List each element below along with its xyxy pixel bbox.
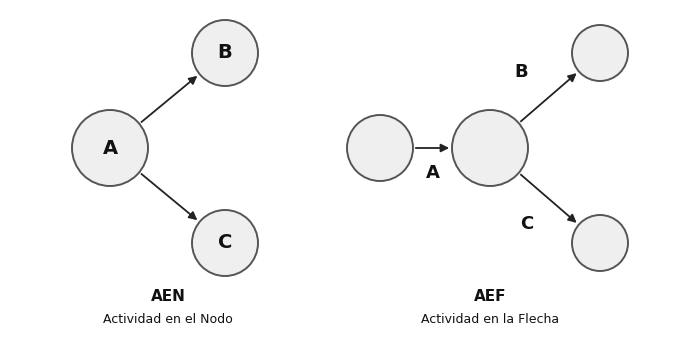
Circle shape — [572, 215, 628, 271]
Text: Actividad en el Nodo: Actividad en el Nodo — [103, 313, 233, 326]
Text: AEN: AEN — [150, 289, 185, 304]
Circle shape — [347, 115, 413, 181]
Text: B: B — [514, 63, 528, 81]
Text: C: C — [218, 234, 232, 252]
Circle shape — [192, 20, 258, 86]
Circle shape — [192, 210, 258, 276]
Text: Actividad en la Flecha: Actividad en la Flecha — [421, 313, 559, 326]
Text: AEF: AEF — [474, 289, 506, 304]
Text: A: A — [102, 139, 117, 158]
Text: A: A — [425, 164, 439, 182]
Text: B: B — [218, 44, 233, 63]
Circle shape — [72, 110, 148, 186]
Circle shape — [572, 25, 628, 81]
Circle shape — [452, 110, 528, 186]
Text: C: C — [520, 215, 533, 233]
